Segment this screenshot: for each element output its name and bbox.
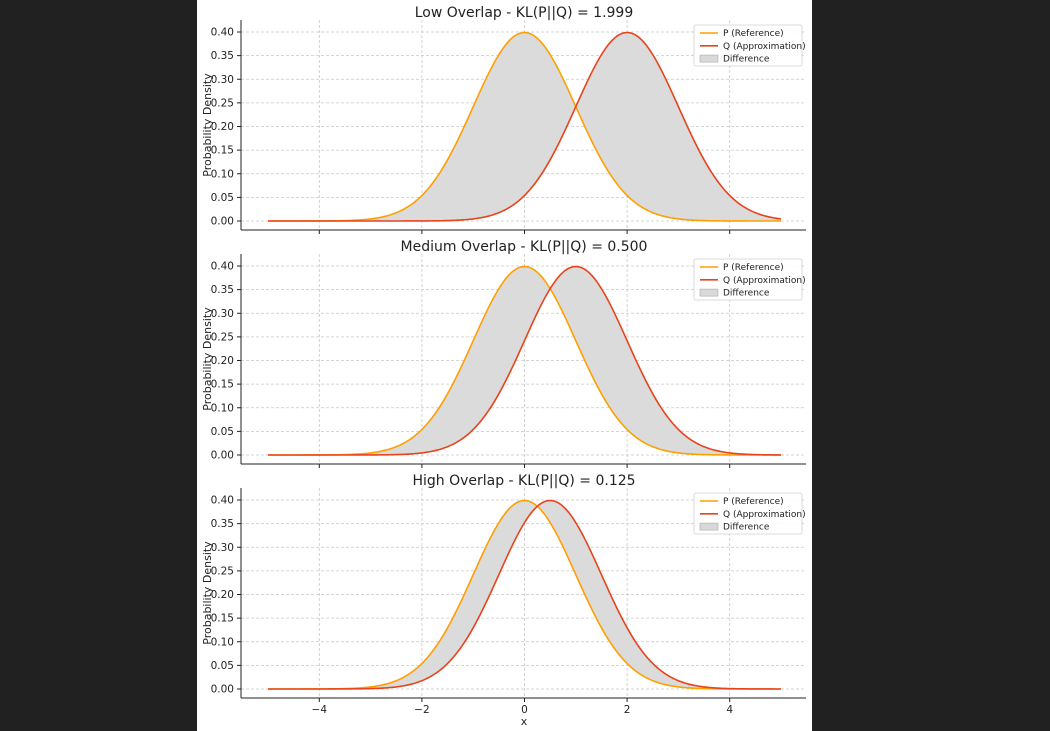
legend-entry-difference-label: Difference xyxy=(723,55,770,65)
legend: P (Reference) Q (Approximation) Difference xyxy=(693,258,806,301)
legend-box xyxy=(693,24,803,67)
y-tick-label: 0.20 xyxy=(211,355,234,367)
series-line-q xyxy=(268,31,782,222)
legend-entry-difference-label: Difference xyxy=(723,289,770,299)
y-tick-label: 0.15 xyxy=(211,379,234,391)
legend-entry-difference-swatch xyxy=(699,522,719,531)
legend-box xyxy=(693,258,803,301)
panel-title: Low Overlap - KL(P||Q) = 1.999 xyxy=(415,5,634,21)
y-axis-label: Probability Density xyxy=(201,541,214,645)
y-tick-label: 0.00 xyxy=(211,450,234,462)
y-tick-label: 0.35 xyxy=(211,50,234,62)
legend-entry-difference-swatch xyxy=(699,54,719,63)
y-tick-label: 0.10 xyxy=(211,168,234,180)
x-tick-label: −2 xyxy=(414,704,429,716)
y-tick-label: 0.10 xyxy=(211,636,234,648)
panel-3: 0.00 0.05 0.10 0.15 0.20 0.25 0.30 0.35 0.40 −4 −2… xyxy=(201,473,806,728)
x-tick-label: 0 xyxy=(521,704,528,716)
y-tick-label: 0.15 xyxy=(211,145,234,157)
y-tick-label: 0.20 xyxy=(211,589,234,601)
y-tick-label: 0.30 xyxy=(211,542,234,554)
y-tick-label: 0.25 xyxy=(211,97,234,109)
panel-2: 0.00 0.05 0.10 0.15 0.20 0.25 0.30 0.35 0.40 Medi… xyxy=(201,239,806,468)
y-axis-label: Probability Density xyxy=(201,73,214,177)
figure: 0.00 0.05 0.10 0.15 0.20 0.25 0.30 0.35 0.40 Low … xyxy=(197,0,812,731)
y-tick-label: 0.00 xyxy=(211,684,234,696)
panel-1: 0.00 0.05 0.10 0.15 0.20 0.25 0.30 0.35 0.40 Low … xyxy=(201,5,806,234)
legend-entry-q-label: Q (Approximation) xyxy=(723,42,806,52)
x-tick-label: 4 xyxy=(726,704,733,716)
y-tick-label: 0.35 xyxy=(211,518,234,530)
legend-entry-p-label: P (Reference) xyxy=(723,497,784,507)
legend-entry-p-label: P (Reference) xyxy=(723,263,784,273)
y-tick-label: 0.10 xyxy=(211,402,234,414)
x-tick-label: 2 xyxy=(624,704,631,716)
legend-entry-p-label: P (Reference) xyxy=(723,29,784,39)
y-tick-label: 0.30 xyxy=(211,308,234,320)
difference-fill xyxy=(268,266,781,455)
y-tick-label: 0.30 xyxy=(211,74,234,86)
y-tick-label: 0.35 xyxy=(211,284,234,296)
legend-entry-q-label: Q (Approximation) xyxy=(723,510,806,520)
y-tick-label: 0.00 xyxy=(211,216,234,228)
y-axis-label: Probability Density xyxy=(201,307,214,411)
x-axis-label: x xyxy=(521,715,528,728)
series-line-q xyxy=(268,265,782,456)
legend-entry-difference-label: Difference xyxy=(723,523,770,533)
chart-svg: 0.00 0.05 0.10 0.15 0.20 0.25 0.30 0.35 0.40 Low … xyxy=(201,5,806,728)
y-tick-label: 0.15 xyxy=(211,613,234,625)
panel-title: Medium Overlap - KL(P||Q) = 0.500 xyxy=(401,239,648,255)
y-tick-label: 0.25 xyxy=(211,565,234,577)
legend: P (Reference) Q (Approximation) Difference xyxy=(693,492,806,535)
y-tick-label: 0.05 xyxy=(211,660,234,672)
y-tick-label: 0.40 xyxy=(211,27,234,39)
y-tick-label: 0.05 xyxy=(211,192,234,204)
difference-fill xyxy=(268,32,781,221)
y-tick-label: 0.40 xyxy=(211,261,234,273)
series-line-q xyxy=(268,499,781,690)
legend-entry-q-label: Q (Approximation) xyxy=(723,276,806,286)
y-tick-label: 0.05 xyxy=(211,426,234,438)
panel-title: High Overlap - KL(P||Q) = 0.125 xyxy=(412,473,635,489)
legend-box xyxy=(693,492,803,535)
y-tick-label: 0.40 xyxy=(211,495,234,507)
y-tick-label: 0.20 xyxy=(211,121,234,133)
legend: P (Reference) Q (Approximation) Difference xyxy=(693,24,806,67)
legend-entry-difference-swatch xyxy=(699,288,719,297)
x-tick-label: −4 xyxy=(312,704,328,716)
y-tick-label: 0.25 xyxy=(211,331,234,343)
